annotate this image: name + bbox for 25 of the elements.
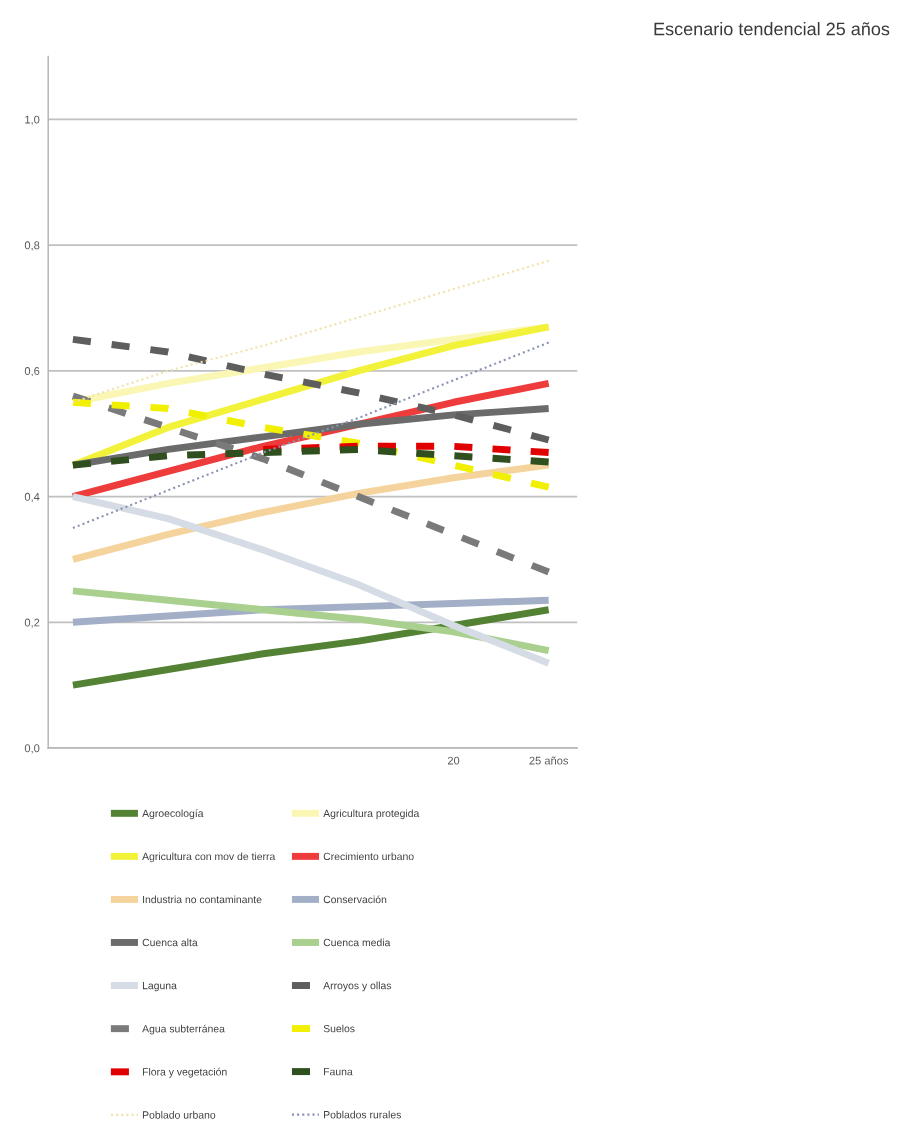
- x-tick-label: 20: [447, 756, 460, 765]
- legend-label: Agua subterránea: [142, 1024, 225, 1035]
- y-tick-label: 0,4: [24, 492, 40, 503]
- legend-label: Agricultura con mov de tierra: [142, 852, 276, 863]
- legend-label: Agricultura protegida: [323, 809, 420, 820]
- legend-label: Cuenca media: [323, 938, 391, 947]
- legend-label: Industria no contaminante: [143, 895, 262, 904]
- legend-label: Cuenca alta: [142, 938, 198, 947]
- y-tick-label: 1,0: [25, 115, 40, 125]
- legend-label: Agroecología: [142, 809, 204, 820]
- legend-label: Poblados rurales: [324, 1110, 401, 1119]
- legend-label: Fauna: [324, 1068, 353, 1076]
- legend-label: Arroyos y ollas: [323, 981, 392, 992]
- legend-label: Laguna: [142, 981, 177, 992]
- legend-label: Poblado urbano: [142, 1110, 216, 1119]
- legend-label: Flora y vegetación: [142, 1067, 227, 1078]
- y-tick-label: 0,8: [24, 241, 40, 251]
- legend-label: Crecimiento urbano: [323, 852, 414, 861]
- text: Escenario tendencial 25 años: [654, 22, 890, 36]
- legend-label: Conservación: [323, 895, 387, 904]
- legend-label: Suelos: [323, 1024, 355, 1033]
- y-tick-label: 0,0: [24, 744, 40, 754]
- x-tick-label: 25 años: [529, 756, 569, 765]
- y-tick-label: 0,6: [24, 367, 40, 377]
- y-tick-label: 0,2: [24, 618, 40, 628]
